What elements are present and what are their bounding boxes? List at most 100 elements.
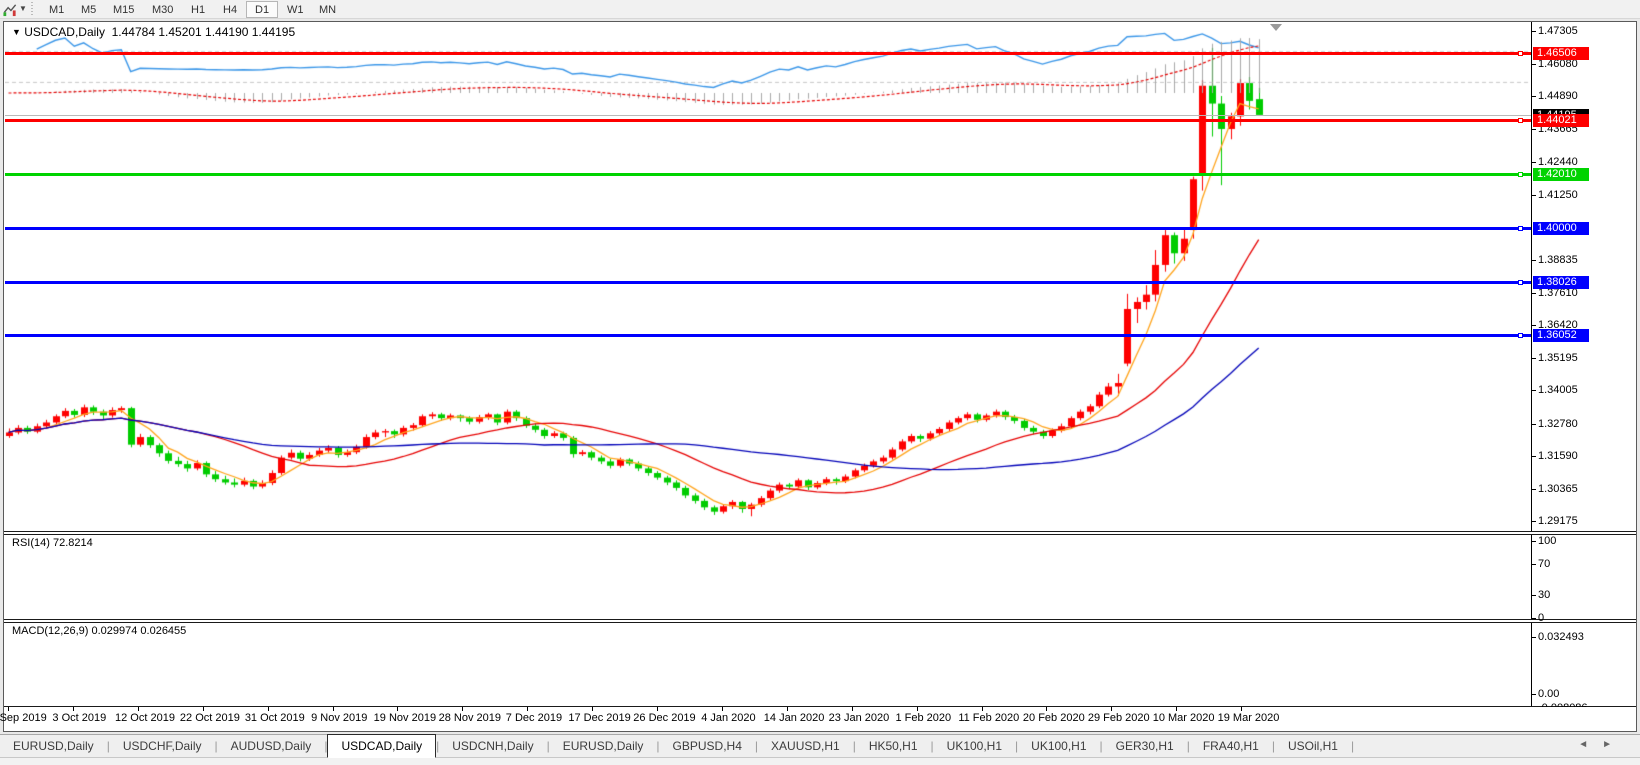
date-tick-mark (1176, 707, 1178, 711)
price-tick-label: 1.37610 (1538, 287, 1578, 300)
price-tick-label: 1.29175 (1538, 514, 1578, 527)
price-tick-label: 1.38835 (1538, 253, 1578, 266)
horizontal-level-line[interactable] (5, 173, 1531, 177)
panel-splitter[interactable] (4, 619, 1636, 623)
tab-separator: | (1099, 739, 1103, 753)
chart-tab-eurusd-daily[interactable]: EURUSD,Daily (13, 739, 94, 753)
chart-tab-usoil-h1[interactable]: USOil,H1 (1287, 739, 1338, 753)
timeframe-button-m15[interactable]: M15 (113, 4, 135, 16)
level-price-box: 1.46506 (1533, 46, 1589, 60)
chart-tab-hk50-h1[interactable]: HK50,H1 (868, 739, 918, 753)
chart-tab-bar: EURUSD,Daily | USDCHF,Daily | AUDUSD,Daily | U… (0, 734, 1640, 758)
chart-tab-ger30-h1[interactable]: GER30,H1 (1115, 739, 1174, 753)
chart-tab-eurusd-daily[interactable]: EURUSD,Daily (562, 739, 644, 753)
price-tick-mark (1532, 259, 1536, 261)
chart-tools-dropdown-icon[interactable]: ▼ (19, 4, 27, 13)
timeframe-button-d1[interactable]: D1 (246, 1, 279, 18)
date-tick-label: 12 Oct 2019 (115, 712, 175, 724)
tab-separator: | (1350, 739, 1355, 753)
chart-tab-gbpusd-h4[interactable]: GBPUSD,H4 (672, 739, 742, 753)
date-tick-mark (916, 707, 918, 711)
timeframe-button-mn[interactable]: MN (319, 4, 337, 16)
chart-tab-uk100-h1[interactable]: UK100,H1 (946, 739, 1003, 753)
chart-tab-usdcnh-daily[interactable]: USDCNH,Daily (452, 739, 534, 753)
tab-separator: | (324, 739, 328, 753)
date-tick-mark (267, 707, 269, 711)
chart-tab-xauusd-h1[interactable]: XAUUSD,H1 (771, 739, 840, 753)
level-price-box: 1.40000 (1533, 222, 1589, 236)
macd-panel-canvas[interactable] (5, 22, 1531, 106)
price-tick-mark (1532, 358, 1536, 360)
price-tick-label: 1.34005 (1538, 384, 1578, 397)
price-tick-mark (1532, 293, 1536, 295)
tab-separator: | (930, 739, 934, 753)
timeframe-button-m1[interactable]: M1 (49, 4, 65, 16)
price-tick-label: 1.42440 (1538, 156, 1578, 169)
chart-tab-fra40-h1[interactable]: FRA40,H1 (1202, 739, 1259, 753)
horizontal-level-line[interactable] (5, 118, 1531, 122)
date-tick-mark (1111, 707, 1113, 711)
tab-scroll-right-icon[interactable]: ► (1602, 739, 1626, 750)
timeframe-button-h1[interactable]: H1 (191, 4, 206, 16)
time-axis-divider (4, 706, 1636, 707)
rsi-tick-mark (1532, 618, 1536, 619)
chart-title: ▼ USDCAD,Daily 1.44784 1.45201 1.44190 1… (12, 25, 295, 39)
tab-separator: | (656, 739, 660, 753)
date-tick-label: 10 Mar 2020 (1152, 712, 1215, 724)
tab-separator: | (852, 739, 856, 753)
date-tick-mark (786, 707, 788, 711)
current-price-line (5, 115, 1531, 117)
date-tick-mark (721, 707, 723, 711)
hline-handle[interactable] (1518, 226, 1523, 232)
timeframe-button-w1[interactable]: W1 (287, 4, 304, 16)
price-tick-mark (1532, 194, 1536, 196)
horizontal-level-line[interactable] (5, 51, 1531, 55)
date-tick-label: 20 Feb 2020 (1022, 712, 1085, 724)
price-axis-divider (1531, 22, 1532, 731)
hline-handle[interactable] (1518, 117, 1523, 123)
rsi-tick-label: 100 (1538, 535, 1557, 547)
hline-handle[interactable] (1518, 333, 1523, 339)
date-tick-mark (332, 707, 334, 711)
price-tick-mark (1532, 162, 1536, 164)
chart-tab-audusd-daily[interactable]: AUDUSD,Daily (230, 739, 312, 753)
scroll-to-end-marker[interactable] (1270, 24, 1282, 31)
chart-tab-usdchf-daily[interactable]: USDCHF,Daily (122, 739, 202, 753)
macd-indicator-label: MACD(12,26,9) 0.029974 0.026455 (12, 625, 187, 637)
timeframe-button-m5[interactable]: M5 (81, 4, 97, 16)
macd-tick-label: 0.00 (1538, 688, 1560, 700)
horizontal-level-line[interactable] (5, 227, 1531, 231)
hline-handle[interactable] (1518, 172, 1523, 178)
hline-handle[interactable] (1518, 50, 1523, 56)
date-tick-label: 9 Nov 2019 (311, 712, 368, 724)
price-tick-mark (1532, 96, 1536, 98)
tab-separator: | (546, 739, 550, 753)
horizontal-level-line[interactable] (5, 334, 1531, 338)
date-tick-label: 1 Feb 2020 (895, 712, 952, 724)
chart-tab-usdcad-daily[interactable]: USDCAD,Daily (327, 734, 437, 758)
price-tick-mark (1532, 129, 1536, 131)
rsi-tick-label: 70 (1538, 558, 1551, 571)
hline-handle[interactable] (1518, 279, 1523, 285)
timeframe-button-m30[interactable]: M30 (152, 4, 174, 16)
date-tick-label: 19 Nov 2019 (373, 712, 437, 724)
chart-tab-uk100-h1[interactable]: UK100,H1 (1031, 739, 1087, 753)
horizontal-level-line[interactable] (5, 280, 1531, 284)
price-tick-mark (1532, 488, 1536, 490)
rsi-tick-mark (1532, 594, 1536, 596)
chart-title-collapse-icon[interactable]: ▼ (12, 27, 21, 37)
date-tick-label: 28 Nov 2019 (438, 712, 501, 724)
date-tick-mark (851, 707, 853, 711)
level-price-box: 1.36052 (1533, 329, 1589, 343)
timeframe-button-h4[interactable]: H4 (223, 4, 238, 16)
date-tick-mark (1241, 707, 1243, 711)
tab-scroll-left-icon[interactable]: ◄ (1578, 739, 1603, 750)
date-tick-label: 11 Feb 2020 (958, 712, 1020, 724)
toolbar-grip[interactable] (30, 2, 34, 17)
date-tick-label: 17 Dec 2019 (568, 712, 631, 724)
price-tick-mark (1532, 520, 1536, 522)
chart-tools-icon[interactable] (2, 2, 18, 17)
panel-splitter[interactable] (4, 531, 1636, 535)
status-strip (0, 758, 1640, 765)
date-tick-label: 19 Mar 2020 (1217, 712, 1280, 724)
